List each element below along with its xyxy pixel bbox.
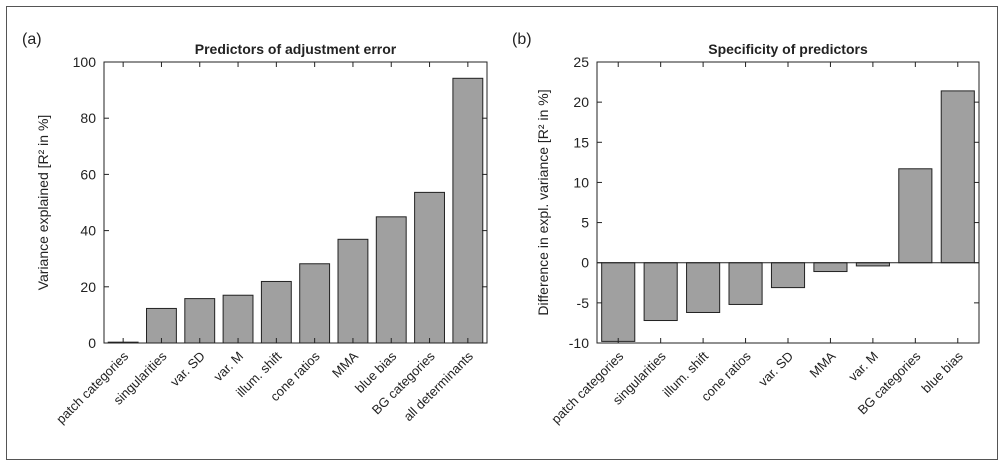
bar-var-sd — [770, 262, 806, 289]
x-tick-label: var. M — [211, 349, 247, 385]
y-tick-label: 5 — [581, 215, 589, 231]
bar-all-determinants — [452, 77, 484, 344]
bar-singularities — [146, 307, 177, 344]
chart-panel-b: (b) Specificity of predictors -10 -5 0 5 10 15 2… — [512, 31, 980, 427]
bar-blue-bias — [375, 216, 407, 344]
x-tick-label: var. M — [845, 349, 881, 385]
y-tick-label: 25 — [573, 54, 589, 70]
x-tick-label: patch categories — [548, 348, 626, 426]
bar-illum-shift — [686, 262, 721, 313]
x-tick-label: var. SD — [167, 349, 208, 390]
figure-frame — [6, 6, 998, 460]
bar-mma — [813, 262, 848, 273]
x-tick-label: all determinants — [400, 348, 476, 424]
chart-panel-a: (a) Predictors of adjustment error 0 20 40 60… — [22, 31, 488, 427]
y-tick-label: 20 — [573, 94, 589, 110]
y-tick-label: 60 — [80, 166, 96, 182]
axes-box — [103, 61, 488, 344]
x-tick-label: MMA — [807, 348, 839, 380]
panel-label: (a) — [22, 31, 42, 48]
y-tick-label: 10 — [573, 174, 589, 190]
bar-bg-categories — [414, 191, 445, 344]
chart-title: Specificity of predictors — [708, 41, 868, 57]
bar-bg-categories — [898, 168, 933, 264]
y-tick-label: 100 — [73, 54, 97, 70]
chart-title: Predictors of adjustment error — [195, 41, 397, 57]
y-tick-label: 80 — [80, 110, 96, 126]
x-tick-label: MMA — [329, 348, 361, 380]
x-tick-label: blue bias — [918, 348, 966, 396]
y-tick-label: 40 — [80, 223, 96, 239]
y-tick-label: 0 — [88, 335, 96, 351]
bar-blue-bias — [940, 90, 975, 264]
bar-cone-ratios — [728, 262, 763, 305]
bar-cone-ratios — [299, 263, 331, 344]
y-axis-label: Difference in expl. variance [R² in %] — [535, 89, 551, 315]
x-tick-label: var. SD — [755, 349, 796, 390]
y-axis-label: Variance explained [R² in %] — [35, 115, 51, 291]
y-tick-label: -10 — [569, 335, 589, 351]
bar-var-m — [222, 294, 254, 344]
y-tick-label: -5 — [577, 295, 590, 311]
bar-mma — [337, 238, 369, 344]
panel-label: (b) — [512, 31, 532, 48]
y-tick-label: 20 — [80, 279, 96, 295]
bar-var-sd — [184, 298, 216, 344]
y-tick-label: 0 — [581, 255, 589, 271]
bar-patch-categories — [601, 262, 636, 342]
bar-illum-shift — [260, 280, 292, 344]
y-tick-label: 15 — [573, 134, 589, 150]
bar-singularities — [643, 262, 678, 322]
